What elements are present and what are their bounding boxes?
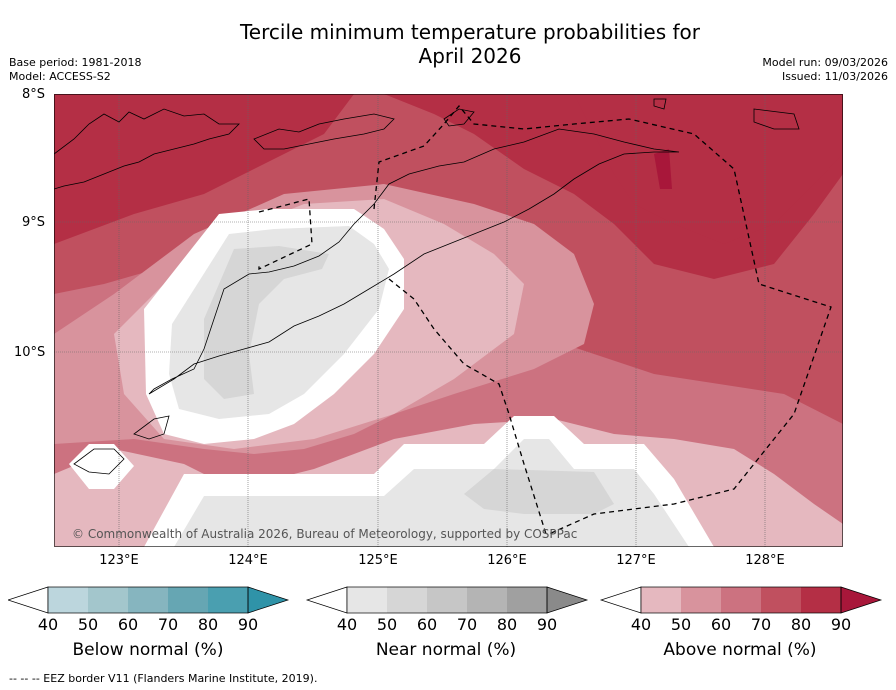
lon-label-128e: 128°E	[745, 553, 785, 568]
shade-near-50	[204, 246, 329, 399]
colorbar-frame	[346, 586, 548, 614]
flores-coast	[54, 108, 240, 190]
shade-near-50-south	[464, 469, 614, 514]
colorbar-tick-label: 90	[830, 615, 852, 634]
colorbar-segment	[681, 587, 721, 613]
colorbar-segment	[467, 587, 507, 613]
colorbar-tick-label: 60	[117, 615, 139, 634]
colorbar-segment	[427, 587, 467, 613]
eastern-islands	[753, 108, 800, 130]
wetar-islet	[653, 98, 667, 110]
model-name: Model: ACCESS-S2	[9, 70, 111, 83]
lon-label-124e: 124°E	[228, 553, 268, 568]
below-normal-label: Below normal (%)	[72, 640, 224, 660]
shade-above-80-west	[54, 94, 354, 244]
lon-label-125e: 125°E	[358, 553, 398, 568]
colorbar-tick-label: 90	[237, 615, 259, 634]
lon-label-127e: 127°E	[616, 553, 656, 568]
eez-footnote: -- -- -- EEZ border V11 (Flanders Marine…	[9, 672, 318, 685]
colorbar-segment	[208, 587, 248, 613]
colorbar-segment	[48, 587, 88, 613]
colorbar-tick-label: 40	[630, 615, 652, 634]
alor-coast	[253, 113, 395, 150]
colorbar-extend-low	[305, 586, 348, 614]
colorbar-tick-label: 80	[197, 615, 219, 634]
shade-above-90	[654, 149, 672, 189]
graticule	[54, 94, 843, 547]
map-title: Tercile minimum temperature probabilitie…	[0, 20, 896, 68]
colorbar-segment	[347, 587, 387, 613]
colorbar-tick-label: 70	[750, 615, 772, 634]
title-line-2: April 2026	[418, 44, 522, 68]
colorbar-segment	[641, 587, 681, 613]
colorbar-segment	[721, 587, 761, 613]
shade-near-40-south	[174, 439, 689, 547]
lon-label-123e: 123°E	[99, 553, 139, 568]
copyright-text: © Commonwealth of Australia 2026, Bureau…	[72, 527, 577, 541]
title-line-1: Tercile minimum temperature probabilitie…	[239, 20, 701, 44]
colorbar-extend-high	[546, 586, 589, 614]
sawu-island-coast	[73, 448, 125, 475]
issued-date: Issued: 11/03/2026	[781, 70, 888, 83]
colorbar-tick-label: 60	[416, 615, 438, 634]
colorbar-near	[305, 586, 589, 614]
colorbar-tick-label: 90	[536, 615, 558, 634]
base-period: Base period: 1981-2018	[9, 56, 142, 69]
colorbar-segment	[168, 587, 208, 613]
colorbar-segment	[761, 587, 801, 613]
colorbar-tick-label: 50	[77, 615, 99, 634]
above-normal-label: Above normal (%)	[663, 640, 817, 660]
colorbar-tick-label: 80	[790, 615, 812, 634]
eez-east-segment	[373, 104, 832, 535]
colorbar-tick-label: 60	[710, 615, 732, 634]
colorbar-frame	[640, 586, 842, 614]
colorbar-extend-low	[599, 586, 642, 614]
probability-map: © Commonwealth of Australia 2026, Bureau…	[54, 94, 843, 547]
colorbar-segment	[801, 587, 841, 613]
colorbar-tick-label: 70	[456, 615, 478, 634]
colorbar-segment	[128, 587, 168, 613]
lon-label-126e: 126°E	[487, 553, 527, 568]
colorbars	[8, 586, 883, 614]
colorbar-tick-label: 40	[336, 615, 358, 634]
colorbar-tick-label: 70	[157, 615, 179, 634]
near-normal-label: Near normal (%)	[375, 640, 517, 660]
map-frame	[54, 94, 843, 547]
model-run: Model run: 09/03/2026	[762, 56, 888, 69]
eez-south-segment	[388, 278, 547, 535]
lat-label-10s: 10°S	[14, 345, 46, 360]
colorbar-extend-low	[8, 586, 49, 614]
shade-above-80-core	[574, 94, 843, 244]
timor-coast	[148, 128, 680, 395]
colorbar-above	[599, 586, 883, 614]
colorbar-tick-label: 80	[496, 615, 518, 634]
colorbar-tick-label: 50	[376, 615, 398, 634]
colorbar-segment	[88, 587, 128, 613]
meta-left: Base period: 1981-2018 Model: ACCESS-S2	[9, 56, 141, 84]
meta-right: Model run: 09/03/2026 Issued: 11/03/2026	[762, 56, 888, 84]
colorbar-segment	[387, 587, 427, 613]
colorbar-extend-high	[840, 586, 883, 614]
eez-border	[258, 104, 832, 535]
eez-west-segment	[258, 198, 313, 271]
lat-label-9s: 9°S	[22, 215, 46, 230]
colorbar-tick-label: 50	[670, 615, 692, 634]
colorbar-frame	[47, 586, 249, 614]
lat-label-8s: 8°S	[22, 87, 46, 102]
colorbar-below	[8, 586, 290, 614]
rote-island-coast	[133, 415, 170, 440]
colorbar-extend-high	[247, 586, 290, 614]
colorbar-tick-label: 40	[37, 615, 59, 634]
colorbar-segment	[507, 587, 547, 613]
